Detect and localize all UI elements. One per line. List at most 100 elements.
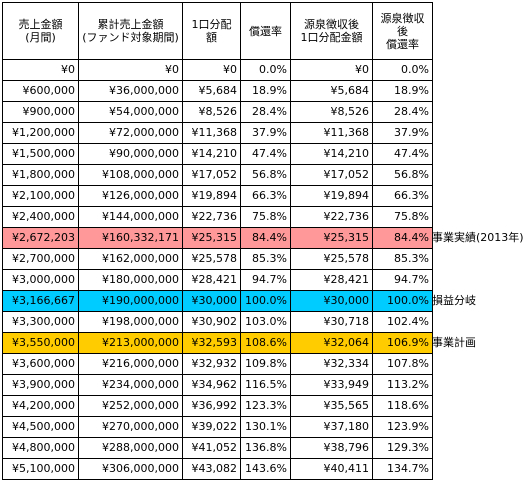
cell-monthly-sales: ¥900,000 xyxy=(2,101,79,123)
cell-after-tax-distribution: ¥0 xyxy=(290,59,373,81)
cell-after-tax-distribution: ¥32,064 xyxy=(290,332,373,354)
cell-cumulative-sales: ¥36,000,000 xyxy=(78,80,183,102)
cell-after-tax-distribution: ¥30,718 xyxy=(290,311,373,333)
header-monthly-sales: 売上金額 (月間) xyxy=(2,2,79,60)
table-row: ¥4,200,000 ¥252,000,000 ¥36,992 123.3% ¥35,5… xyxy=(2,395,433,417)
cell-cumulative-sales: ¥216,000,000 xyxy=(78,353,183,375)
cell-cumulative-sales: ¥54,000,000 xyxy=(78,101,183,123)
cell-cumulative-sales: ¥160,332,171 xyxy=(78,227,183,249)
cell-monthly-sales: ¥0 xyxy=(2,59,79,81)
cell-cumulative-sales: ¥180,000,000 xyxy=(78,269,183,291)
header-after-tax-redemption-rate: 源泉徴収 後 償還率 xyxy=(372,2,433,60)
cell-distribution-per-unit: ¥17,052 xyxy=(182,164,241,186)
cell-redemption-rate: 56.8% xyxy=(240,164,291,186)
cell-after-tax-distribution: ¥17,052 xyxy=(290,164,373,186)
cell-monthly-sales: ¥2,100,000 xyxy=(2,185,79,207)
cell-distribution-per-unit: ¥43,082 xyxy=(182,458,241,480)
cell-redemption-rate: 109.8% xyxy=(240,353,291,375)
cell-redemption-rate: 108.6% xyxy=(240,332,291,354)
cell-redemption-rate: 123.3% xyxy=(240,395,291,417)
cell-after-tax-redemption-rate: 85.3% xyxy=(372,248,433,270)
cell-after-tax-redemption-rate: 75.8% xyxy=(372,206,433,228)
cell-after-tax-redemption-rate: 113.2% xyxy=(372,374,433,396)
cell-monthly-sales: ¥4,200,000 xyxy=(2,395,79,417)
table-row: ¥4,500,000 ¥270,000,000 ¥39,022 130.1% ¥37,1… xyxy=(2,416,433,438)
row-note: 事業計画 xyxy=(432,336,476,349)
cell-cumulative-sales: ¥198,000,000 xyxy=(78,311,183,333)
cell-distribution-per-unit: ¥28,421 xyxy=(182,269,241,291)
cell-distribution-per-unit: ¥11,368 xyxy=(182,122,241,144)
cell-monthly-sales: ¥3,000,000 xyxy=(2,269,79,291)
cell-monthly-sales: ¥1,500,000 xyxy=(2,143,79,165)
cell-monthly-sales: ¥3,550,000 xyxy=(2,332,79,354)
cell-after-tax-redemption-rate: 66.3% xyxy=(372,185,433,207)
table-row: ¥3,300,000 ¥198,000,000 ¥30,902 103.0% ¥30,7… xyxy=(2,311,433,333)
cell-after-tax-redemption-rate: 129.3% xyxy=(372,437,433,459)
cell-redemption-rate: 0.0% xyxy=(240,59,291,81)
cell-distribution-per-unit: ¥25,578 xyxy=(182,248,241,270)
cell-after-tax-distribution: ¥22,736 xyxy=(290,206,373,228)
header-distribution-per-unit: 1口分配 額 xyxy=(182,2,241,60)
cell-monthly-sales: ¥2,400,000 xyxy=(2,206,79,228)
cell-after-tax-redemption-rate: 28.4% xyxy=(372,101,433,123)
cell-distribution-per-unit: ¥25,315 xyxy=(182,227,241,249)
cell-redemption-rate: 130.1% xyxy=(240,416,291,438)
cell-after-tax-distribution: ¥28,421 xyxy=(290,269,373,291)
cell-cumulative-sales: ¥288,000,000 xyxy=(78,437,183,459)
cell-monthly-sales: ¥3,600,000 xyxy=(2,353,79,375)
table-row: ¥5,100,000 ¥306,000,000 ¥43,082 143.6% ¥40,4… xyxy=(2,458,433,480)
table-row: ¥3,000,000 ¥180,000,000 ¥28,421 94.7% ¥28,42… xyxy=(2,269,433,291)
table-row: ¥3,600,000 ¥216,000,000 ¥32,932 109.8% ¥32,3… xyxy=(2,353,433,375)
cell-after-tax-redemption-rate: 123.9% xyxy=(372,416,433,438)
cell-redemption-rate: 37.9% xyxy=(240,122,291,144)
cell-redemption-rate: 66.3% xyxy=(240,185,291,207)
row-note: 事業実績(2013年) xyxy=(432,231,524,244)
cell-cumulative-sales: ¥234,000,000 xyxy=(78,374,183,396)
cell-cumulative-sales: ¥306,000,000 xyxy=(78,458,183,480)
cell-after-tax-distribution: ¥19,894 xyxy=(290,185,373,207)
cell-monthly-sales: ¥5,100,000 xyxy=(2,458,79,480)
cell-after-tax-redemption-rate: 37.9% xyxy=(372,122,433,144)
cell-after-tax-distribution: ¥25,315 xyxy=(290,227,373,249)
table-row: ¥1,800,000 ¥108,000,000 ¥17,052 56.8% ¥17,05… xyxy=(2,164,433,186)
cell-monthly-sales: ¥1,800,000 xyxy=(2,164,79,186)
cell-distribution-per-unit: ¥8,526 xyxy=(182,101,241,123)
cell-cumulative-sales: ¥90,000,000 xyxy=(78,143,183,165)
cell-after-tax-redemption-rate: 118.6% xyxy=(372,395,433,417)
cell-redemption-rate: 75.8% xyxy=(240,206,291,228)
cell-distribution-per-unit: ¥30,902 xyxy=(182,311,241,333)
cell-after-tax-distribution: ¥14,210 xyxy=(290,143,373,165)
cell-after-tax-distribution: ¥5,684 xyxy=(290,80,373,102)
cell-distribution-per-unit: ¥22,736 xyxy=(182,206,241,228)
cell-after-tax-distribution: ¥38,796 xyxy=(290,437,373,459)
cell-distribution-per-unit: ¥0 xyxy=(182,59,241,81)
cell-after-tax-redemption-rate: 94.7% xyxy=(372,269,433,291)
cell-cumulative-sales: ¥213,000,000 xyxy=(78,332,183,354)
cell-after-tax-redemption-rate: 56.8% xyxy=(372,164,433,186)
header-row: 売上金額 (月間) 累計売上金額 (ファンド対象期間) 1口分配 額償還率 源泉徴収後… xyxy=(2,2,433,60)
cell-monthly-sales: ¥3,166,667 xyxy=(2,290,79,312)
cell-distribution-per-unit: ¥19,894 xyxy=(182,185,241,207)
cell-redemption-rate: 143.6% xyxy=(240,458,291,480)
table-row: ¥0 ¥0 ¥0 0.0% ¥0 0.0% xyxy=(2,59,433,81)
cell-distribution-per-unit: ¥14,210 xyxy=(182,143,241,165)
cell-after-tax-redemption-rate: 134.7% xyxy=(372,458,433,480)
cell-redemption-rate: 28.4% xyxy=(240,101,291,123)
cell-after-tax-redemption-rate: 18.9% xyxy=(372,80,433,102)
cell-after-tax-distribution: ¥30,000 xyxy=(290,290,373,312)
table-row: ¥900,000 ¥54,000,000 ¥8,526 28.4% ¥8,526 28.4… xyxy=(2,101,433,123)
cell-after-tax-distribution: ¥32,334 xyxy=(290,353,373,375)
cell-cumulative-sales: ¥162,000,000 xyxy=(78,248,183,270)
cell-cumulative-sales: ¥144,000,000 xyxy=(78,206,183,228)
header-cumulative-sales: 累計売上金額 (ファンド対象期間) xyxy=(78,2,183,60)
cell-after-tax-distribution: ¥40,411 xyxy=(290,458,373,480)
cell-monthly-sales: ¥4,500,000 xyxy=(2,416,79,438)
cell-redemption-rate: 136.8% xyxy=(240,437,291,459)
table-row: ¥2,400,000 ¥144,000,000 ¥22,736 75.8% ¥22,73… xyxy=(2,206,433,228)
cell-redemption-rate: 18.9% xyxy=(240,80,291,102)
cell-distribution-per-unit: ¥32,593 xyxy=(182,332,241,354)
table-row: ¥4,800,000 ¥288,000,000 ¥41,052 136.8% ¥38,7… xyxy=(2,437,433,459)
table-row: ¥600,000 ¥36,000,000 ¥5,684 18.9% ¥5,684 18.9… xyxy=(2,80,433,102)
cell-cumulative-sales: ¥0 xyxy=(78,59,183,81)
cell-cumulative-sales: ¥108,000,000 xyxy=(78,164,183,186)
